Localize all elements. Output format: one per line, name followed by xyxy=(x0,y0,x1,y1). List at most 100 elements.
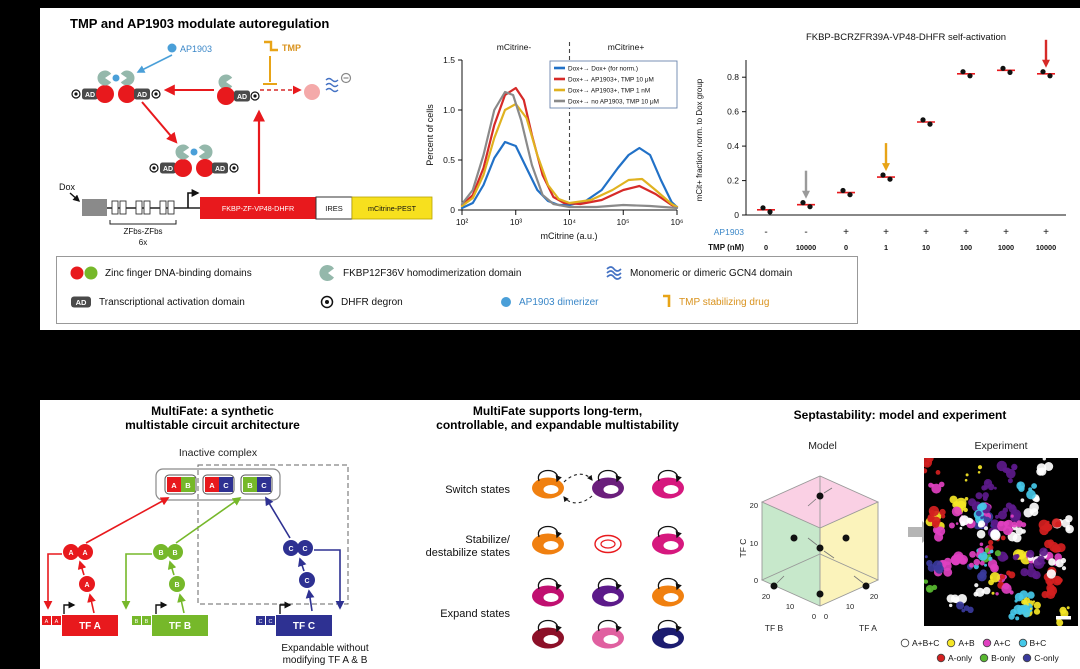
svg-text:10: 10 xyxy=(922,243,930,252)
histogram-x-label: mCitrine (a.u.) xyxy=(540,231,597,241)
tf-a-module: A A TF A A A A xyxy=(42,497,170,636)
tf-c-gene-box xyxy=(276,615,332,636)
tf-b-module: B B TF B B B B xyxy=(121,496,242,636)
letter: C xyxy=(269,619,273,625)
svg-text:1000: 1000 xyxy=(998,243,1014,252)
legend-ac: A+C xyxy=(982,638,1011,648)
letter: B xyxy=(185,481,191,490)
letter: C xyxy=(223,481,229,490)
letter: C xyxy=(259,619,263,625)
svg-text:20: 20 xyxy=(762,592,770,601)
svg-text:0: 0 xyxy=(812,612,816,621)
legend-abc: A+B+C xyxy=(900,638,939,648)
degraded-species xyxy=(304,72,352,100)
tf-a-gene-box xyxy=(62,615,118,636)
svg-text:1: 1 xyxy=(884,243,888,252)
svg-text:+: + xyxy=(1043,227,1049,238)
svg-text:Dox+→ Dox+ (for norm.): Dox+→ Dox+ (for norm.) xyxy=(568,66,638,73)
histogram-y-ticks: 1.5 1.0 0.5 0 xyxy=(443,55,462,215)
active-dimer-complex xyxy=(72,71,160,104)
svg-text:0.4: 0.4 xyxy=(727,141,739,151)
gene-ires-label: IRES xyxy=(325,204,343,213)
letter: A xyxy=(171,481,177,490)
svg-text:10⁴: 10⁴ xyxy=(563,217,576,227)
svg-text:0: 0 xyxy=(754,576,758,585)
scatter-y-ticks: 0.8 0.6 0.4 0.2 0 xyxy=(727,72,746,220)
letter: A xyxy=(68,550,73,557)
svg-text:100: 100 xyxy=(960,243,972,252)
svg-text:+: + xyxy=(923,227,929,238)
fkbp-icon xyxy=(319,265,334,281)
dna-binding-arrow xyxy=(141,101,178,144)
zf-binding-sites xyxy=(111,200,175,215)
switch-states-row xyxy=(532,471,684,504)
inactive-complex-label: Inactive complex xyxy=(178,447,258,459)
dna-bound-complex xyxy=(150,145,238,178)
tmp-drug-icon xyxy=(663,294,671,307)
svg-text:0.2: 0.2 xyxy=(727,175,739,185)
legend-gcn4: Monomeric or dimeric GCN4 domain xyxy=(604,265,792,281)
svg-text:Dox+→ AP1903+, TMP 1 nM: Dox+→ AP1903+, TMP 1 nM xyxy=(568,88,650,95)
col2-title: MultiFate supports long-term, controllab… xyxy=(436,404,679,432)
stabilize-states-label: Stabilize/ destabilize states xyxy=(425,534,510,559)
svg-text:0: 0 xyxy=(824,612,828,621)
dox-label: Dox xyxy=(59,182,76,192)
tf-a-label: TF A xyxy=(79,621,101,632)
svg-text:20: 20 xyxy=(750,501,758,510)
gene-box-mcitrine xyxy=(351,196,433,220)
scatter-points xyxy=(757,39,1055,215)
legend-fkbp: FKBP12F36V homodimerization domain xyxy=(319,265,604,281)
cube-axis-labels: 20 10 0 0 10 20 0 10 20 TF C TF B TF A xyxy=(740,501,878,633)
letter: A xyxy=(84,582,89,589)
expand-states-label: Expand states xyxy=(440,608,510,620)
expandable-caption: Expandable without modifying TF A & B xyxy=(281,643,369,666)
heterodimer-pills: A B A C B C xyxy=(164,474,273,495)
svg-text:Dox+→ AP1903+, TMP 10 μM: Dox+→ AP1903+, TMP 10 μM xyxy=(568,77,654,84)
legend-zinc-finger: Zinc finger DNA-binding domains xyxy=(69,265,319,281)
ap1903-dot-icon xyxy=(167,43,177,53)
svg-text:10: 10 xyxy=(750,539,758,548)
scatter-title: FKBP-BCRZFR39A-VP48-DHFR self-activation xyxy=(806,32,1006,43)
scatter-y-label: mCit+ fraction, norm. to Dox group xyxy=(695,78,704,201)
letter: A xyxy=(45,619,49,625)
expandable-module-dashed-box xyxy=(197,464,349,605)
tmp-annotation: TMP xyxy=(282,43,301,53)
svg-text:0.8: 0.8 xyxy=(727,72,739,82)
zfbs-label: ZFbs-ZFbs xyxy=(123,227,162,236)
autoregulation-circuit-diagram: AD AP1903 xyxy=(59,40,433,247)
histogram-y-label: Percent of cells xyxy=(425,104,435,166)
legend-dhfr: DHFR degron xyxy=(319,294,499,310)
svg-text:AD: AD xyxy=(76,298,87,307)
histogram-x-ticks: 10² 10³ 10⁴ 10⁵ 10⁶ xyxy=(456,210,684,227)
legend-a-only: A-only xyxy=(936,653,972,663)
stabilize-states-row xyxy=(532,527,684,555)
experiment-image xyxy=(924,458,1078,626)
convergence-arrows xyxy=(776,487,864,584)
svg-text:10000: 10000 xyxy=(796,243,816,252)
svg-text:0: 0 xyxy=(764,243,768,252)
panel-multifate: MultiFate: a synthetic multistable circu… xyxy=(40,400,1080,669)
destabilized-state xyxy=(594,534,622,554)
gene-mcitrine-label: mCitrine-PEST xyxy=(368,204,417,213)
svg-text:+: + xyxy=(963,227,969,238)
svg-text:1.5: 1.5 xyxy=(443,55,455,65)
state-blob-diagrams xyxy=(532,456,684,649)
legend-c-only: C-only xyxy=(1022,653,1059,663)
dhfr-degron-icon xyxy=(320,295,334,309)
zinc-finger-icon xyxy=(70,266,98,280)
svg-text:+: + xyxy=(883,227,889,238)
letter: C xyxy=(261,481,267,490)
ad-icon: AD xyxy=(71,296,91,308)
col3-title: Septastability: model and experiment xyxy=(793,408,1007,422)
svg-text:0.6: 0.6 xyxy=(727,107,739,117)
svg-text:10⁶: 10⁶ xyxy=(671,217,684,227)
svg-text:TMP (nM): TMP (nM) xyxy=(708,243,744,252)
histogram-curves xyxy=(460,86,679,210)
svg-text:20: 20 xyxy=(870,592,878,601)
top-panel-title: TMP and AP1903 modulate autoregulation xyxy=(70,16,330,31)
letter: B xyxy=(172,550,177,557)
tmp-condition-row: TMP (nM) 0 10000 0 1 10 100 1000 10000 xyxy=(708,243,1056,252)
tmp-drug-icon xyxy=(264,40,278,52)
letter: A xyxy=(55,619,59,625)
legend-bc: B+C xyxy=(1018,638,1046,648)
